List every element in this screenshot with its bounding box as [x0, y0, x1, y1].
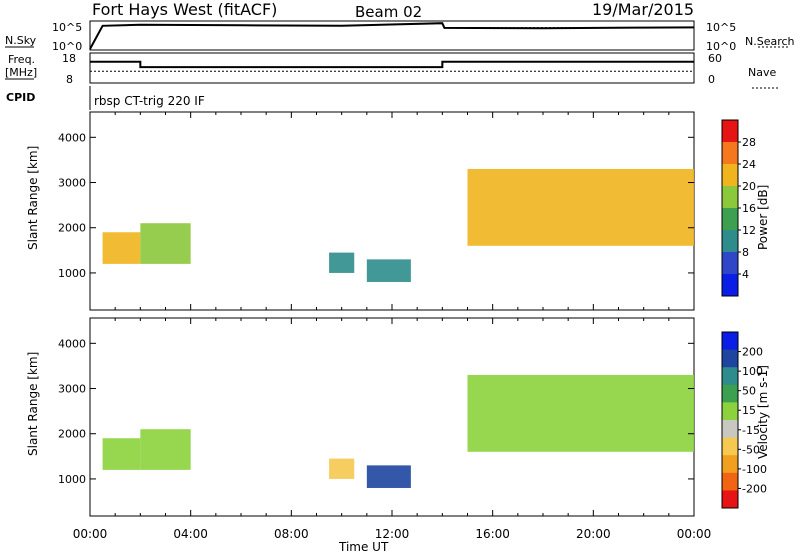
- colorbar-tick-label: -15: [742, 424, 760, 437]
- x-tick-label: 00:00: [73, 527, 108, 541]
- colorbar-tick-label: 16: [742, 202, 756, 215]
- velocity-axes: 1000 2000 3000 4000: [58, 318, 695, 516]
- colorbar-tick-label: -200: [742, 482, 767, 495]
- noise-tick-bottom-right: 10^0: [706, 40, 736, 53]
- colorbar-tick-label: 20: [742, 180, 756, 193]
- freq-panel-frame: [89, 52, 695, 84]
- nsky-label: N.Sky: [5, 34, 37, 47]
- nave-tick-top: 60: [708, 52, 722, 65]
- freq-series-line: [90, 60, 694, 69]
- colorbar-tick-label: 100: [742, 365, 763, 378]
- nsky-series-line: [89, 22, 695, 50]
- nave-label: Nave: [748, 66, 776, 79]
- power-colorbar: 28 24 20 16 12 8 4: [721, 119, 756, 297]
- freq-tick-top: 18: [62, 52, 76, 65]
- y-tick-label: 1000: [58, 473, 86, 486]
- region-1: [102, 232, 141, 264]
- freq-label: Freq.: [8, 53, 35, 66]
- colorbar-swatch: [722, 252, 738, 275]
- beam-title: Beam 02: [355, 3, 422, 21]
- colorbar-swatch: [722, 490, 738, 509]
- nsearch-label: N.Search: [745, 35, 795, 48]
- nave-tick-bottom: 0: [708, 73, 715, 86]
- x-tick-label: 00:00: [677, 527, 712, 541]
- colorbar-swatch: [722, 455, 738, 474]
- noise-panel-frame: [89, 20, 695, 51]
- region-5: [467, 168, 694, 246]
- cpid-value: rbsp CT-trig 220 IF: [94, 94, 205, 108]
- colorbar-tick-label: 200: [742, 346, 763, 359]
- y-tick-label: 4000: [58, 131, 86, 144]
- region-2: [140, 223, 191, 264]
- velocity-colorbar: 200 100 50 15 -15 -50 -100 -200: [721, 331, 767, 509]
- colorbar-tick-label: 28: [742, 136, 756, 149]
- colorbar-swatch: [722, 384, 738, 403]
- x-axis-label: Time UT: [338, 540, 389, 554]
- power-data: [102, 168, 694, 282]
- colorbar-swatch: [722, 142, 738, 165]
- colorbar-tick-label: 24: [742, 158, 756, 171]
- power-axes: 1000 2000 3000 4000: [58, 112, 695, 310]
- colorbar-tick-label: 8: [742, 246, 749, 259]
- station-title: Fort Hays West (fitACF): [92, 0, 277, 19]
- noise-tick-top-left: 10^5: [52, 21, 82, 34]
- y-tick-label: 2000: [58, 222, 86, 235]
- y-tick-label: 2000: [58, 428, 86, 441]
- colorbar-tick-label: -50: [742, 443, 760, 456]
- colorbar-swatch: [722, 420, 738, 439]
- noise-tick-bottom-left: 10^0: [52, 40, 82, 53]
- colorbar-swatch: [722, 274, 738, 297]
- colorbar-swatch: [722, 349, 738, 368]
- noise-tick-top-right: 10^5: [706, 21, 736, 34]
- x-tick-labels: 00:00 04:00 08:00 12:00 16:00 20:00 00:00: [73, 527, 712, 541]
- velocity-colorbar-label: Velocity [m s-1]: [756, 365, 770, 459]
- colorbar-swatch: [722, 230, 738, 253]
- power-y-axis-label: Slant Range [km]: [26, 146, 40, 250]
- colorbar-tick-label: 4: [742, 268, 749, 281]
- region-4: [366, 465, 411, 488]
- y-tick-label: 1000: [58, 267, 86, 280]
- freq-unit: [MHz]: [5, 66, 37, 79]
- colorbar-tick-label: 15: [742, 404, 756, 417]
- region-4: [366, 259, 411, 282]
- colorbar-swatch: [722, 186, 738, 209]
- colorbar-swatch: [722, 208, 738, 231]
- x-tick-label: 08:00: [274, 527, 309, 541]
- velocity-y-axis-label: Slant Range [km]: [26, 352, 40, 456]
- colorbar-swatch: [722, 402, 738, 421]
- x-tick-label: 12:00: [375, 527, 410, 541]
- colorbar-swatch: [722, 164, 738, 187]
- y-tick-label: 3000: [58, 383, 86, 396]
- y-tick-label: 4000: [58, 337, 86, 350]
- y-tick-label: 3000: [58, 177, 86, 190]
- region-2: [140, 429, 191, 470]
- colorbar-swatch: [722, 332, 738, 351]
- colorbar-tick-label: 12: [742, 224, 756, 237]
- region-1: [102, 438, 141, 470]
- power-colorbar-label: Power [dB]: [756, 185, 770, 250]
- colorbar-frame: [721, 331, 739, 509]
- velocity-data: [102, 374, 694, 488]
- colorbar-swatch: [722, 472, 738, 491]
- region-3: [329, 252, 355, 273]
- freq-tick-bottom: 8: [66, 73, 73, 86]
- colorbar-swatch: [722, 437, 738, 456]
- colorbar-tick-label: -100: [742, 463, 767, 476]
- x-tick-label: 20:00: [576, 527, 611, 541]
- date-title: 19/Mar/2015: [592, 0, 694, 19]
- x-tick-label: 16:00: [475, 527, 510, 541]
- region-5: [467, 374, 694, 452]
- region-3: [329, 458, 355, 479]
- cpid-label: CPID: [6, 91, 35, 104]
- colorbar-swatch: [722, 120, 738, 143]
- colorbar-tick-label: 50: [742, 385, 756, 398]
- x-tick-label: 04:00: [173, 527, 208, 541]
- colorbar-swatch: [722, 367, 738, 386]
